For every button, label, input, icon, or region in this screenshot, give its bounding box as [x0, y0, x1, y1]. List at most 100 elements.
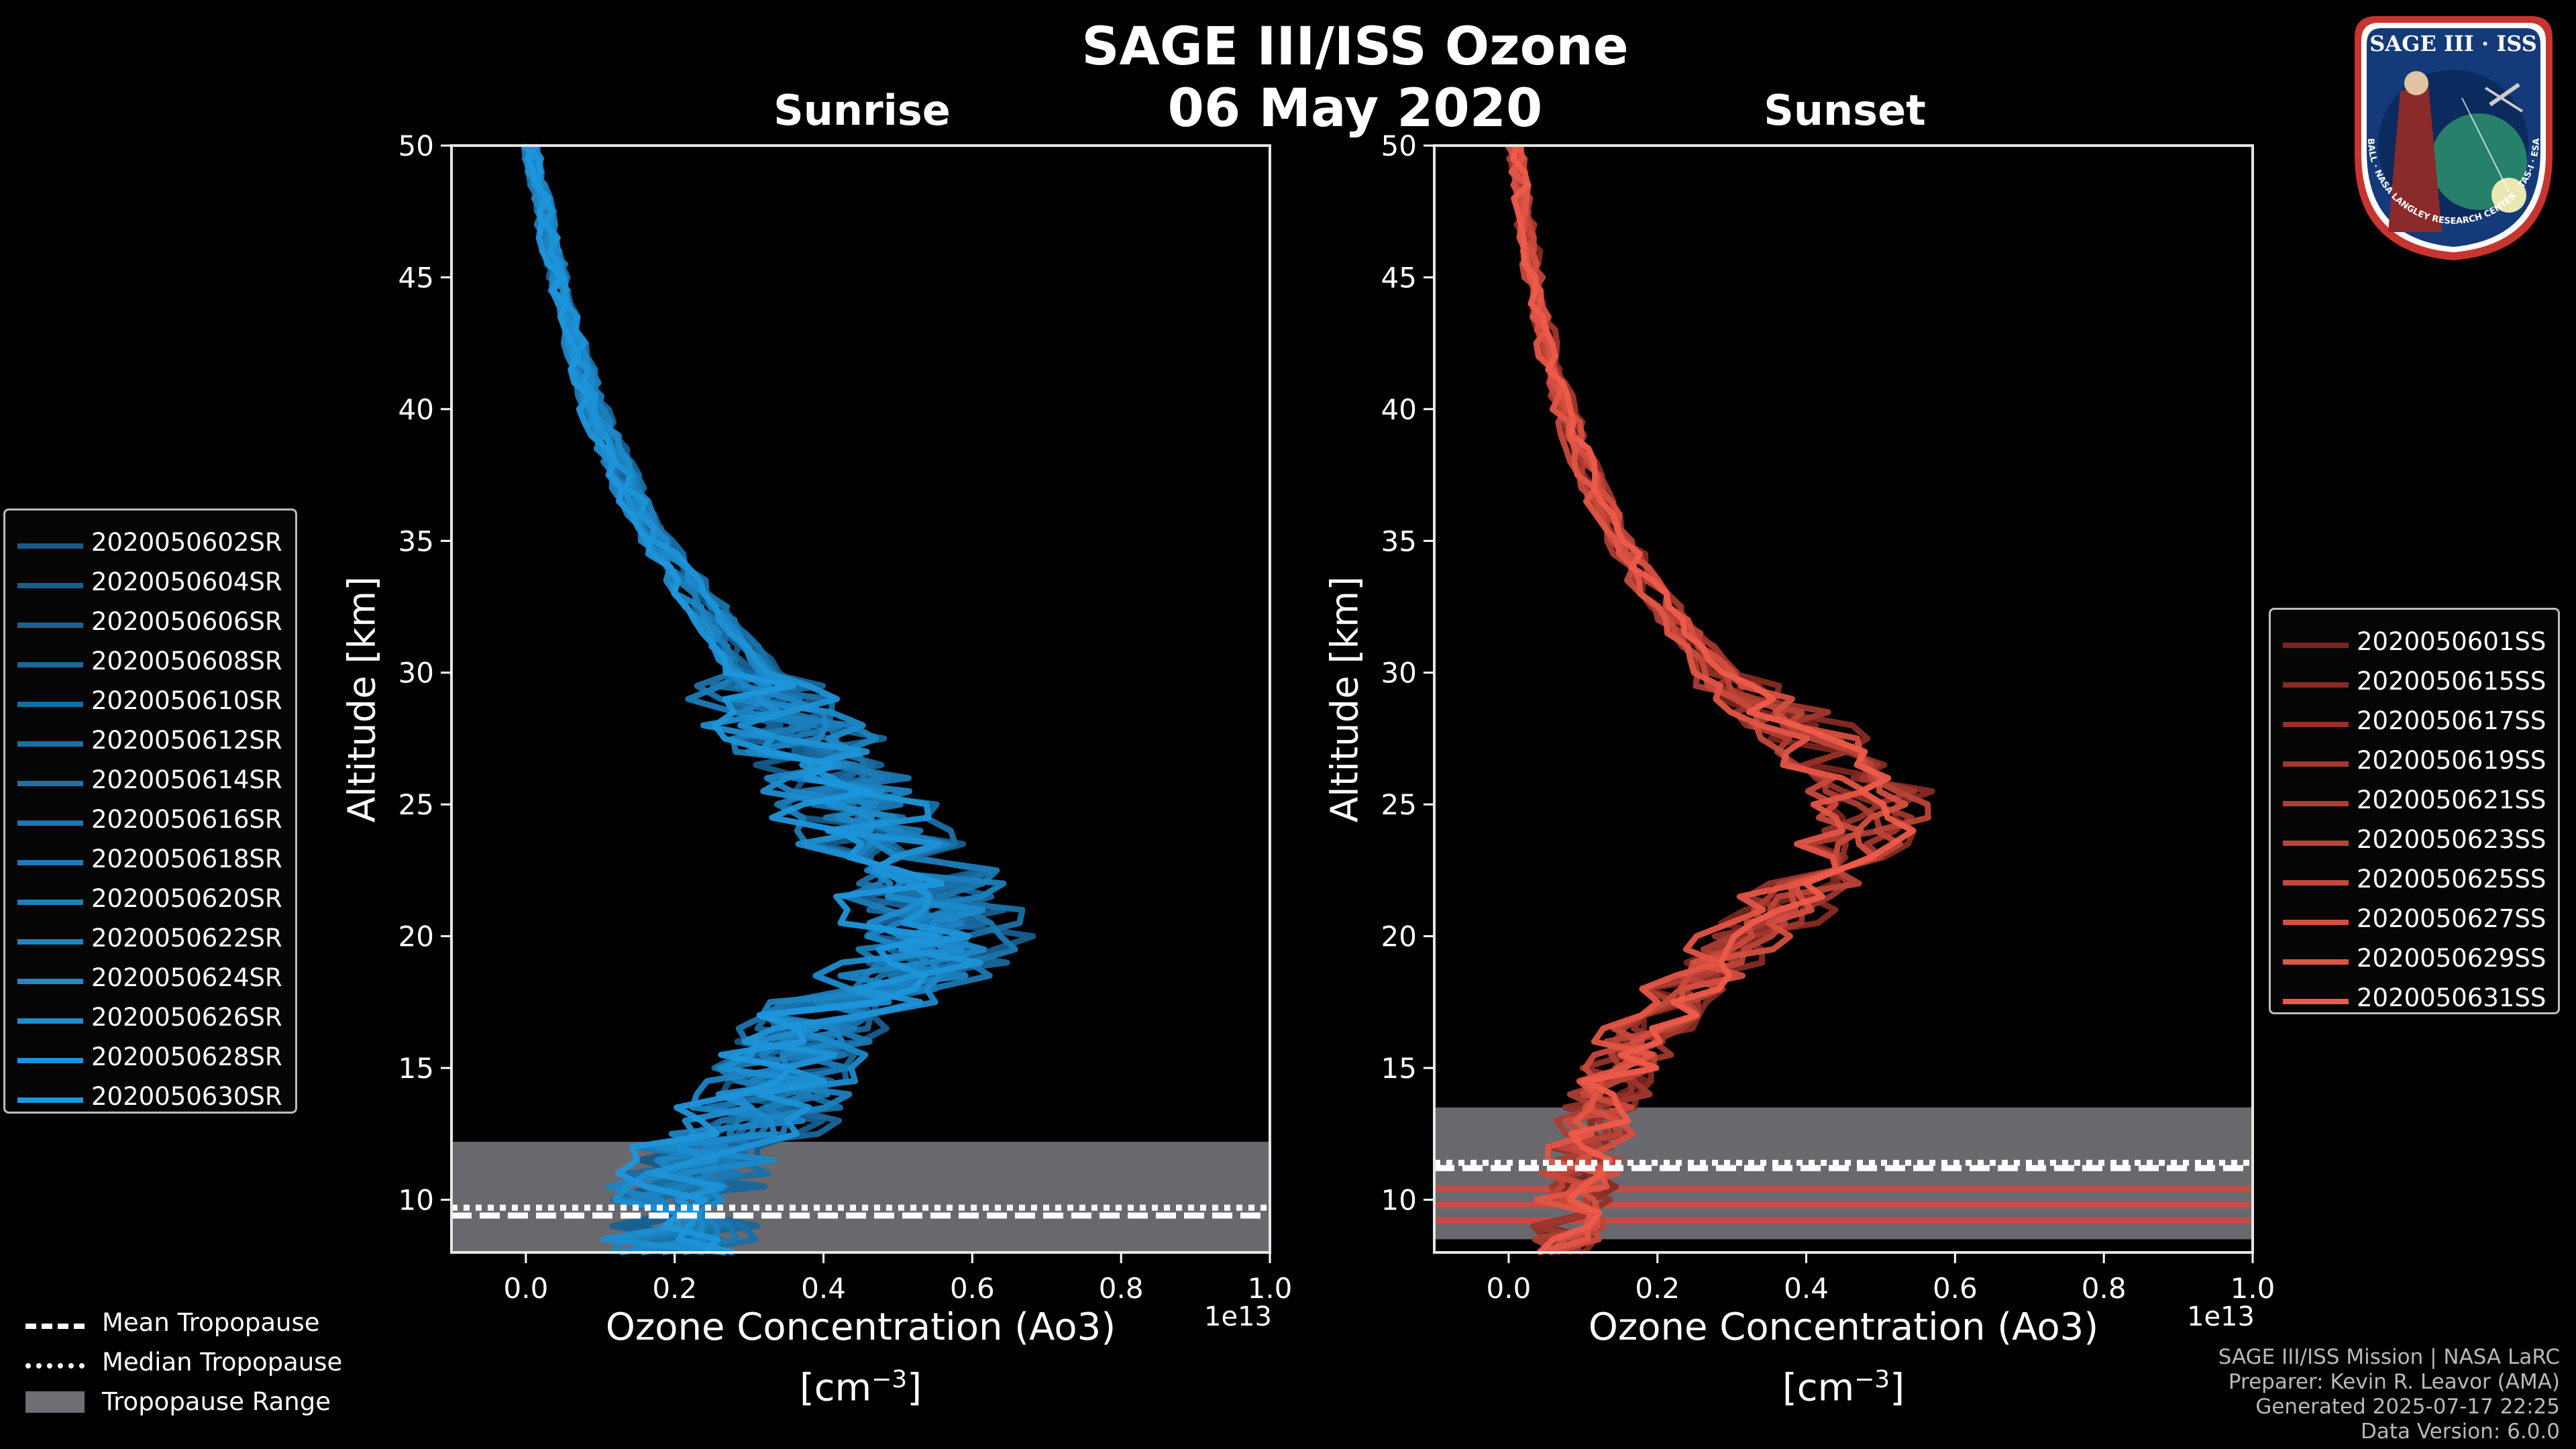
sunset-series-2020050629SS	[1508, 145, 1868, 1256]
sunrise-legend-swatch	[17, 741, 83, 747]
sunset-ytick-label: 45	[1381, 261, 1417, 294]
mean-tropopause-swatch	[25, 1324, 85, 1329]
logo-figure-head	[2404, 71, 2428, 95]
sunset-series-2020050619SS	[1506, 144, 1918, 1254]
sunrise-legend-label: 2020050622SR	[91, 924, 282, 953]
sunset-ytick-label: 35	[1381, 525, 1417, 557]
sunrise-legend-label: 2020050608SR	[91, 647, 282, 676]
sunrise-ytick-label: 50	[398, 129, 434, 162]
sage-iii-logo: SAGE III · ISS BALL · NASA LANGLEY RESEA…	[2355, 16, 2553, 260]
sunrise-xtick-label: 0.6	[950, 1272, 995, 1305]
sunset-legend-item: 2020050629SS	[2271, 940, 2558, 979]
figure-title: SAGE III/ISS Ozone	[1081, 17, 1629, 77]
median-tropopause-swatch	[25, 1363, 85, 1368]
sunrise-xtick-label: 0.2	[652, 1272, 697, 1305]
sunset-legend-item: 2020050615SS	[2271, 663, 2558, 702]
sunrise-unit-exp: −3	[871, 1366, 908, 1393]
credits-version: Data Version: 6.0.0	[2360, 1419, 2560, 1444]
logo-beam	[2461, 97, 2510, 193]
sunrise-legend-item: 2020050624SR	[5, 959, 295, 999]
tropopause-legend: Mean Tropopause Median Tropopause Tropop…	[20, 1304, 396, 1438]
sunrise-legend-item: 2020050608SR	[5, 643, 295, 682]
logo-station-arm	[2484, 87, 2524, 113]
sunset-legend-swatch	[2283, 959, 2349, 965]
sunrise-legend-label: 2020050626SR	[91, 1003, 282, 1032]
sunset-series-2020050621SS	[1506, 143, 1883, 1256]
sunrise-legend-label: 2020050606SR	[91, 607, 282, 636]
sunrise-x-exponent: 1e13	[1204, 1301, 1272, 1332]
sunrise-ytick-label: 40	[398, 393, 434, 426]
sunset-ytick-label: 10	[1381, 1183, 1417, 1216]
sunset-legend-item: 2020050627SS	[2271, 900, 2558, 940]
sunrise-legend-label: 2020050620SR	[91, 884, 282, 913]
tropopause-range-swatch	[25, 1391, 85, 1413]
sunrise-ytick-label: 20	[398, 920, 434, 953]
sunset-unit-exp: −3	[1854, 1366, 1890, 1393]
sunset-ytick-label: 50	[1381, 129, 1417, 162]
sunrise-legend-label: 2020050616SR	[91, 805, 282, 834]
credits-preparer: Preparer: Kevin R. Leavor (AMA)	[2228, 1370, 2560, 1394]
sunrise-ytick-label: 30	[398, 657, 434, 690]
sunrise-ytick-label: 15	[398, 1052, 434, 1085]
sunrise-legend-item: 2020050612SR	[5, 722, 295, 761]
sunrise-legend-item: 2020050602SR	[5, 524, 295, 564]
sunrise-legend-label: 2020050628SR	[91, 1042, 282, 1071]
credits: SAGE III/ISS Mission | NASA LaRC Prepare…	[2218, 1345, 2560, 1444]
sunrise-legend-swatch	[17, 543, 83, 549]
sunrise-legend-swatch	[17, 1058, 83, 1063]
sunset-legend-label: 2020050621SS	[2357, 786, 2546, 814]
sunset-legend-item: 2020050601SS	[2271, 623, 2558, 663]
sunrise-xlabel: Ozone Concentration (Ao3) [cm−3]	[525, 1301, 1196, 1415]
sunset-axes-frame	[1433, 144, 2254, 1254]
sunrise-legend-item: 2020050610SR	[5, 682, 295, 722]
sunset-xtick-label: 1.0	[2231, 1272, 2275, 1305]
logo-figure	[2388, 85, 2442, 232]
sunrise-ytick-label: 25	[398, 788, 434, 821]
legend-mean-tropopause: Mean Tropopause	[20, 1304, 396, 1344]
sunrise-xtick-label: 1.0	[1248, 1272, 1293, 1305]
sunrise-legend-label: 2020050614SR	[91, 765, 282, 794]
sunset-xlabel: Ozone Concentration (Ao3) [cm−3]	[1508, 1301, 2179, 1415]
sunrise-legend: 2020050602SR 2020050604SR 2020050606SR 2020…	[3, 508, 297, 1114]
sunrise-legend-item: 2020050620SR	[5, 880, 295, 920]
sunset-legend-label: 2020050615SS	[2357, 667, 2546, 696]
sunset-unit-open: [cm	[1782, 1366, 1855, 1410]
sunrise-legend-label: 2020050612SR	[91, 726, 282, 755]
sunset-legend-label: 2020050625SS	[2357, 865, 2546, 894]
sunset-legend-item: 2020050617SS	[2271, 702, 2558, 742]
sunrise-legend-swatch	[17, 583, 83, 588]
sunrise-legend-item: 2020050628SR	[5, 1038, 295, 1078]
sunrise-legend-swatch	[17, 662, 83, 667]
sunset-legend-label: 2020050617SS	[2357, 706, 2546, 735]
logo-text-top: SAGE III · ISS	[2369, 31, 2537, 56]
sunset-plot: 0.0 0.2 0.4 0.6 0.8 1.0 10 15 20 25 30 35 40 45 50	[1381, 129, 2275, 1305]
sunset-legend-swatch	[2283, 722, 2349, 727]
sunset-xtick-label: 0.6	[1933, 1272, 1978, 1305]
sunset-legend-swatch	[2283, 841, 2349, 846]
sunset-legend-swatch	[2283, 920, 2349, 925]
sunrise-legend-label: 2020050624SR	[91, 963, 282, 992]
sunset-panel-title: Sunset	[1764, 86, 1926, 135]
sunrise-tropopause-range	[451, 1142, 1270, 1252]
sunrise-legend-swatch	[17, 702, 83, 707]
sunrise-legend-swatch	[17, 939, 83, 945]
sunset-legend-swatch	[2283, 643, 2349, 648]
sunset-legend-item: 2020050619SS	[2271, 742, 2558, 782]
legend-tropopause-range: Tropopause Range	[20, 1383, 396, 1423]
sunset-legend-item: 2020050621SS	[2271, 782, 2558, 821]
sunset-legend-label: 2020050601SS	[2357, 627, 2546, 656]
sunrise-legend-swatch	[17, 979, 83, 984]
sunrise-ytick-label: 10	[398, 1183, 434, 1216]
credits-mission: SAGE III/ISS Mission | NASA LaRC	[2218, 1345, 2560, 1369]
sunset-legend: 2020050601SS 2020050615SS 2020050617SS 2020…	[2269, 608, 2560, 1014]
sunset-legend-swatch	[2283, 682, 2349, 688]
sunrise-legend-label: 2020050604SR	[91, 568, 282, 596]
sunrise-legend-item: 2020050614SR	[5, 761, 295, 801]
sunset-series-2020050631SS	[1510, 144, 1916, 1255]
sunrise-legend-item: 2020050626SR	[5, 999, 295, 1038]
sunrise-legend-item: 2020050618SR	[5, 841, 295, 880]
sunrise-ytick-label: 35	[398, 525, 434, 557]
sunrise-xlabel-unit: [cm−3]	[525, 1354, 1196, 1415]
sunset-legend-swatch	[2283, 801, 2349, 806]
